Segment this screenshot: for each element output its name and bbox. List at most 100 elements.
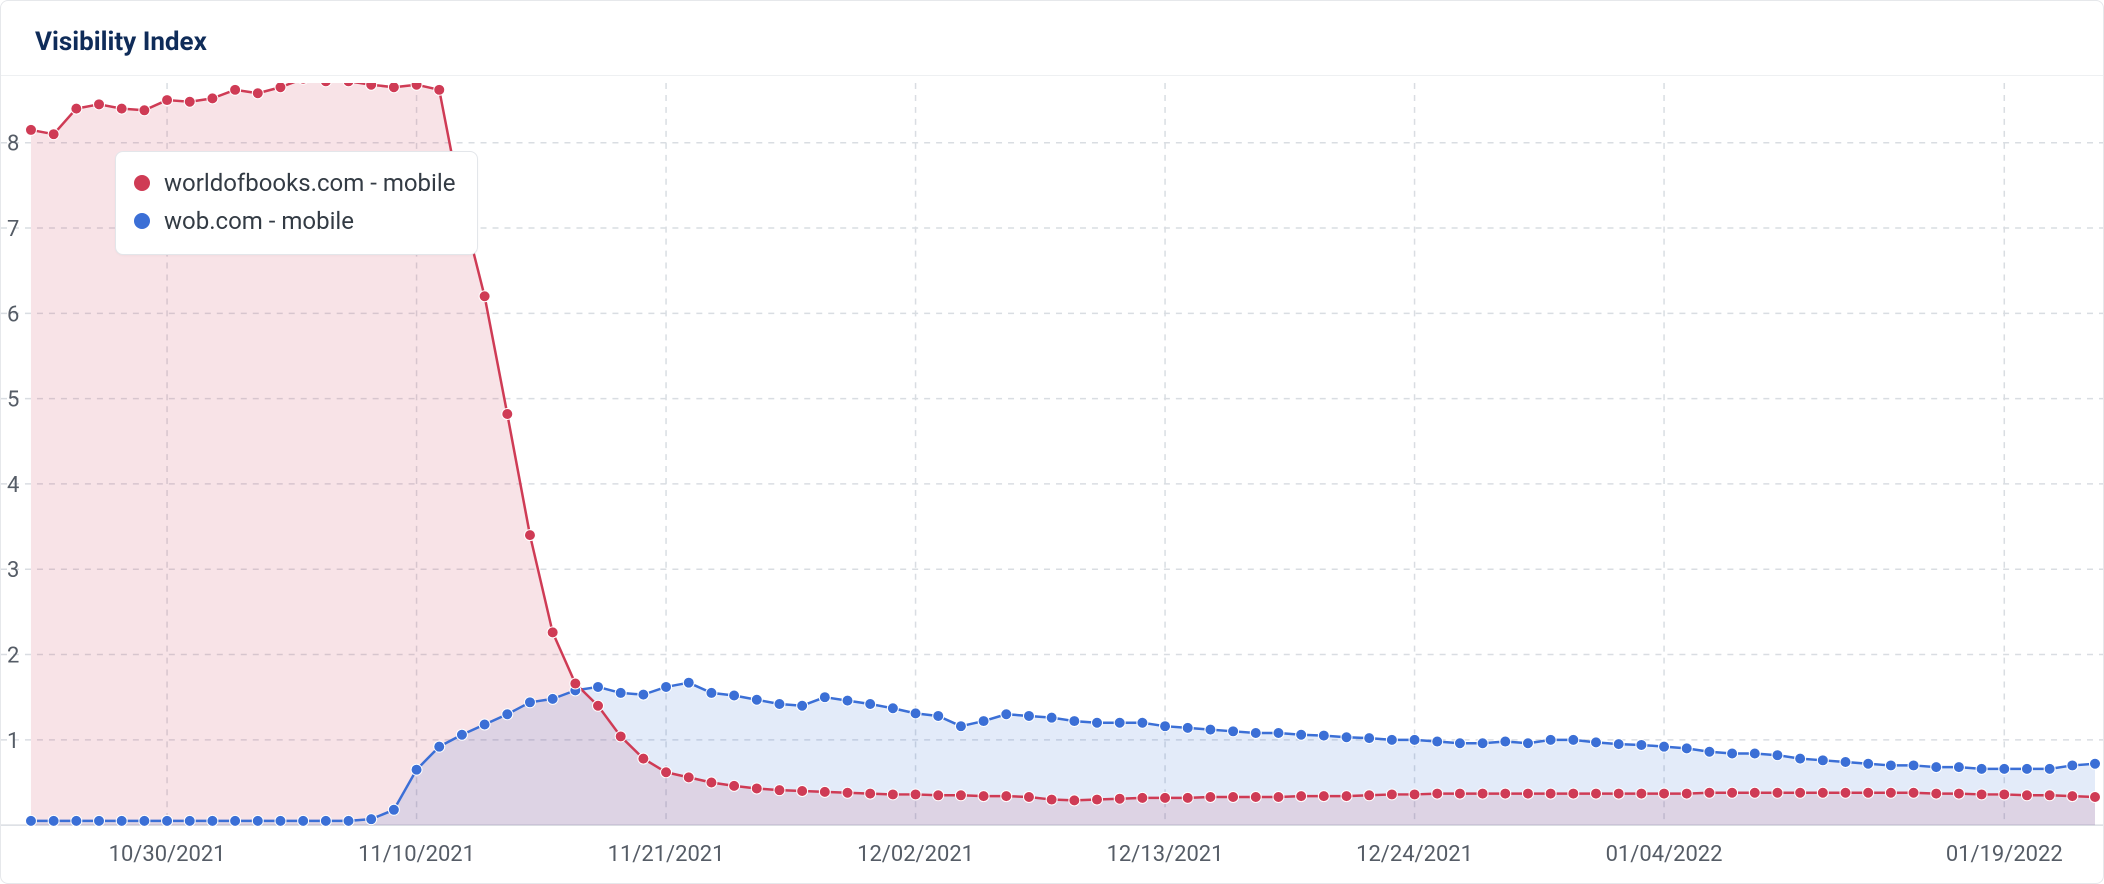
data-point[interactable] [94,815,105,826]
data-point[interactable] [1114,717,1125,728]
data-point[interactable] [661,767,672,778]
data-point[interactable] [842,695,853,706]
data-point[interactable] [865,788,876,799]
data-point[interactable] [366,83,377,90]
data-point[interactable] [1318,730,1329,741]
data-point[interactable] [343,815,354,826]
legend-item-worldofbooks[interactable]: worldofbooks.com - mobile [134,164,455,202]
data-point[interactable] [661,681,672,692]
data-point[interactable] [933,790,944,801]
data-point[interactable] [1953,788,1964,799]
data-point[interactable] [2044,763,2055,774]
data-point[interactable] [1273,792,1284,803]
data-point[interactable] [1454,788,1465,799]
data-point[interactable] [411,83,422,90]
legend-item-wob[interactable]: wob.com - mobile [134,202,455,240]
data-point[interactable] [116,815,127,826]
data-point[interactable] [1250,792,1261,803]
data-point[interactable] [706,687,717,698]
data-point[interactable] [207,93,218,104]
data-point[interactable] [1069,716,1080,727]
data-point[interactable] [1001,709,1012,720]
data-point[interactable] [252,815,263,826]
data-point[interactable] [2067,760,2078,771]
data-point[interactable] [1341,791,1352,802]
data-point[interactable] [1591,788,1602,799]
data-point[interactable] [1386,789,1397,800]
data-point[interactable] [1318,791,1329,802]
data-point[interactable] [48,815,59,826]
data-point[interactable] [116,103,127,114]
data-point[interactable] [1817,787,1828,798]
data-point[interactable] [1023,710,1034,721]
data-point[interactable] [1273,728,1284,739]
data-point[interactable] [1976,763,1987,774]
data-point[interactable] [910,708,921,719]
data-point[interactable] [1568,788,1579,799]
data-point[interactable] [729,780,740,791]
data-point[interactable] [2090,758,2101,769]
data-point[interactable] [1409,789,1420,800]
data-point[interactable] [252,88,263,99]
data-point[interactable] [1999,763,2010,774]
data-point[interactable] [1296,729,1307,740]
data-point[interactable] [570,678,581,689]
data-point[interactable] [1522,738,1533,749]
data-point[interactable] [2044,790,2055,801]
data-point[interactable] [162,95,173,106]
data-point[interactable] [547,627,558,638]
data-point[interactable] [1772,787,1783,798]
data-point[interactable] [320,815,331,826]
data-point[interactable] [910,789,921,800]
data-point[interactable] [1749,787,1760,798]
data-point[interactable] [1704,746,1715,757]
data-point[interactable] [1999,789,2010,800]
data-point[interactable] [1477,738,1488,749]
data-point[interactable] [1137,717,1148,728]
data-point[interactable] [978,791,989,802]
data-point[interactable] [275,83,286,93]
data-point[interactable] [774,699,785,710]
data-point[interactable] [887,789,898,800]
data-point[interactable] [388,804,399,815]
data-point[interactable] [1817,755,1828,766]
data-point[interactable] [1386,734,1397,745]
data-point[interactable] [774,785,785,796]
data-point[interactable] [275,815,286,826]
data-point[interactable] [502,408,513,419]
data-point[interactable] [94,99,105,110]
data-point[interactable] [615,731,626,742]
data-point[interactable] [1863,758,1874,769]
data-point[interactable] [615,687,626,698]
data-point[interactable] [683,677,694,688]
data-point[interactable] [184,96,195,107]
data-point[interactable] [1432,788,1443,799]
data-point[interactable] [955,790,966,801]
data-point[interactable] [25,815,36,826]
data-point[interactable] [2021,790,2032,801]
data-point[interactable] [1840,757,1851,768]
data-point[interactable] [48,129,59,140]
data-point[interactable] [1591,737,1602,748]
data-point[interactable] [1931,762,1942,773]
data-point[interactable] [479,291,490,302]
data-point[interactable] [1795,787,1806,798]
data-point[interactable] [729,690,740,701]
data-point[interactable] [366,814,377,825]
data-point[interactable] [1477,788,1488,799]
data-point[interactable] [1727,748,1738,759]
data-point[interactable] [1545,788,1556,799]
data-point[interactable] [2021,763,2032,774]
data-point[interactable] [434,741,445,752]
data-point[interactable] [1681,743,1692,754]
data-point[interactable] [1160,721,1171,732]
data-point[interactable] [1432,736,1443,747]
data-point[interactable] [1795,753,1806,764]
data-point[interactable] [298,815,309,826]
data-point[interactable] [1568,734,1579,745]
data-point[interactable] [1296,791,1307,802]
data-point[interactable] [978,716,989,727]
data-point[interactable] [1364,790,1375,801]
data-point[interactable] [71,103,82,114]
data-point[interactable] [1250,728,1261,739]
